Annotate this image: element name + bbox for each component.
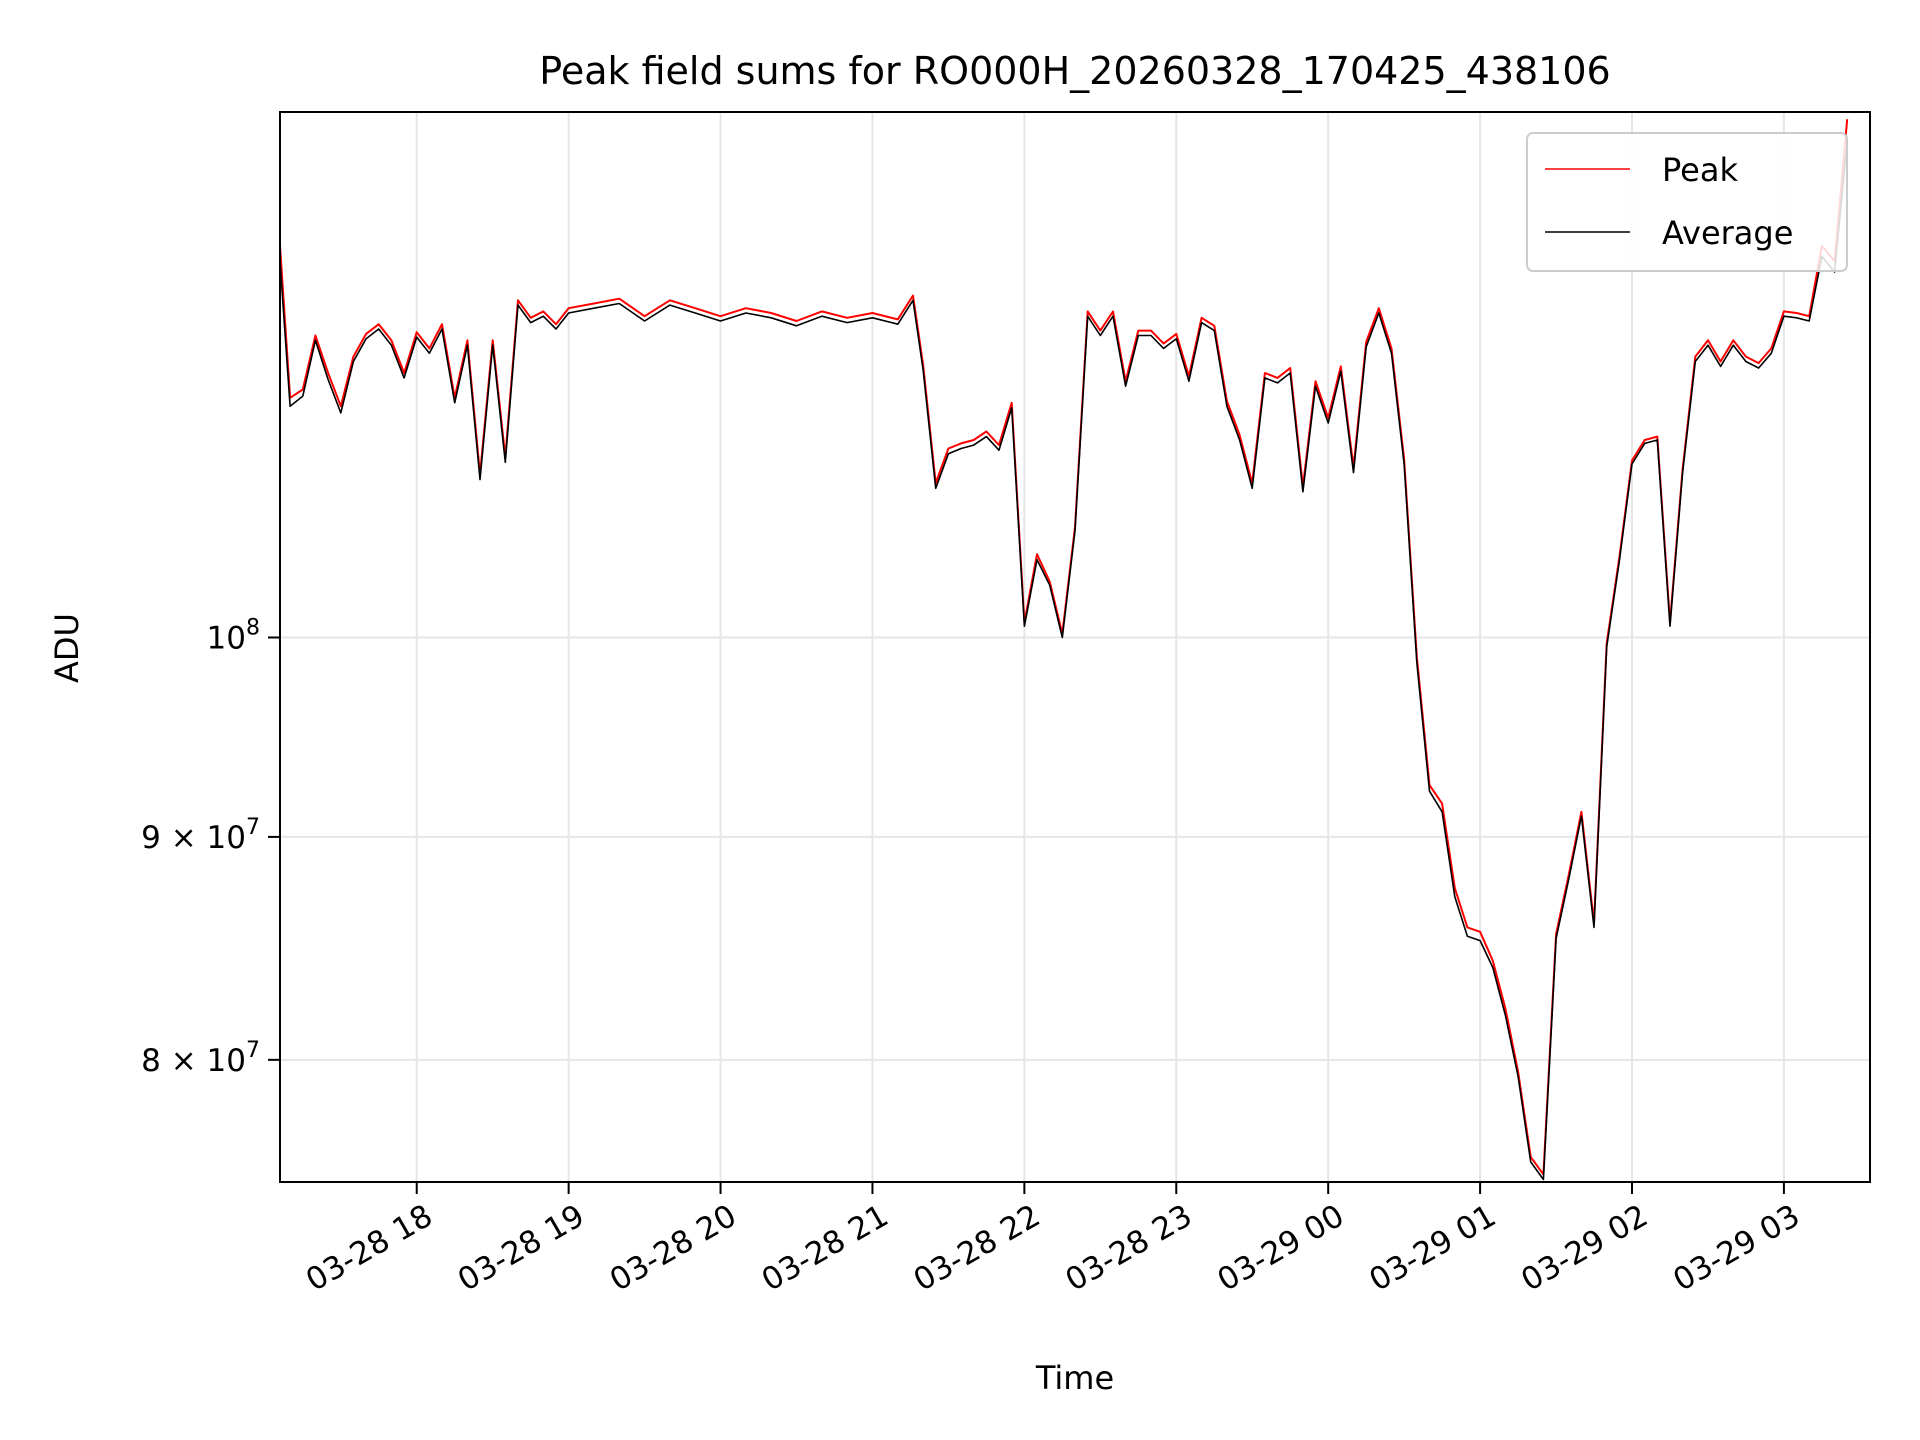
series-layer [280, 119, 1849, 1181]
y-tick-label-exponent: 7 [246, 815, 260, 840]
y-tick-label-base: 10 [207, 620, 246, 656]
y-tick-label-exponent: 7 [246, 1038, 260, 1063]
plot-area [280, 119, 1849, 1181]
grid-lines [280, 112, 1870, 1182]
chart-title: Peak field sums for RO000H_20260328_1704… [539, 49, 1610, 93]
y-tick-label: 9 × 107 [141, 815, 260, 856]
y-tick-label-exponent: 8 [246, 615, 260, 640]
series-line-average [280, 140, 1848, 1181]
y-tick-label-base: 9 × 10 [141, 820, 246, 856]
legend: Peak Average [1526, 132, 1848, 272]
legend-box [1526, 132, 1848, 272]
legend-label-peak: Peak [1662, 151, 1738, 189]
legend-label-average: Average [1662, 214, 1793, 252]
x-axis-label: Time [1035, 1359, 1114, 1397]
y-tick-label: 108 [207, 615, 260, 656]
y-axis-label: ADU [48, 613, 86, 683]
y-tick-label-base: 8 × 10 [141, 1043, 246, 1079]
plot-frame [279, 111, 1871, 1183]
y-tick-label: 8 × 107 [141, 1038, 260, 1079]
